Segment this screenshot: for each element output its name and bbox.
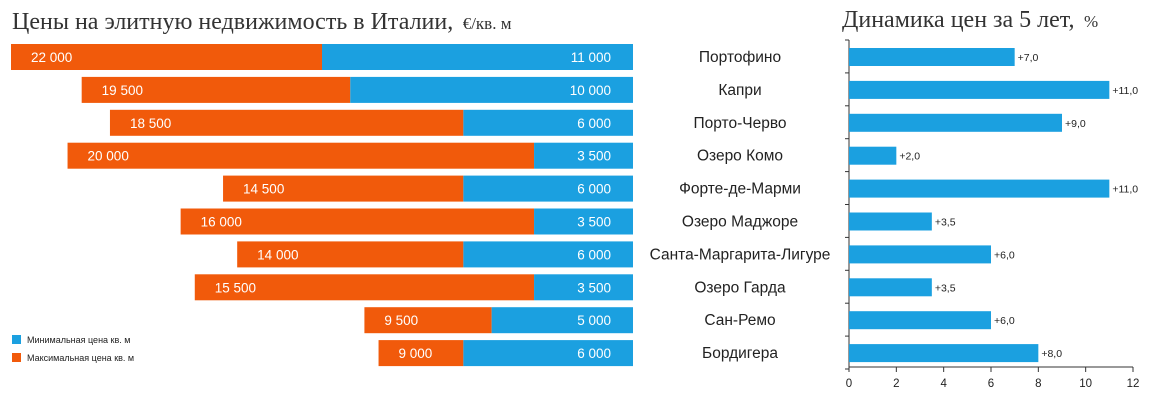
growth-bar (849, 179, 1110, 198)
growth-title-unit: % (1084, 12, 1098, 31)
growth-value-label: +11,0 (1112, 184, 1138, 196)
price-chart-panel: Цены на элитную недвижимость в Италии, €… (11, 9, 633, 367)
max-price-label: 14 500 (243, 182, 284, 197)
max-price-bar (223, 175, 464, 202)
min-price-label: 3 500 (577, 215, 611, 230)
growth-chart-title: Динамика цен за 5 лет, % (842, 7, 1098, 33)
x-tick-label: 0 (846, 378, 852, 390)
city-label: Капри (718, 82, 761, 99)
min-price-label: 6 000 (577, 182, 611, 197)
growth-bar (849, 311, 991, 330)
city-label: Санта-Маргарита-Лигуре (650, 246, 831, 263)
max-price-label: 9 500 (384, 313, 418, 328)
min-price-bar (491, 307, 633, 334)
max-price-bar (109, 109, 464, 136)
x-tick-label: 4 (940, 378, 947, 390)
growth-value-label: +8,0 (1041, 348, 1062, 360)
max-price-bar (364, 307, 492, 334)
max-price-bar (237, 241, 464, 268)
min-price-bar (322, 44, 633, 70)
price-chart-title: Цены на элитную недвижимость в Италии, €… (12, 9, 512, 35)
max-price-label: 20 000 (88, 149, 129, 164)
growth-bar (849, 245, 991, 264)
growth-value-label: +3,5 (935, 282, 956, 294)
growth-value-label: +6,0 (994, 315, 1015, 327)
min-price-bar (534, 274, 633, 301)
price-legend: Минимальная цена кв. м Максимальная цена… (12, 335, 134, 363)
max-price-label: 16 000 (201, 215, 242, 230)
min-price-label: 3 500 (577, 149, 611, 164)
city-label: Портофино (699, 49, 781, 66)
min-price-bar (350, 76, 633, 103)
min-price-label: 10 000 (570, 83, 611, 98)
min-price-label: 6 000 (577, 116, 611, 131)
min-price-bar (534, 142, 633, 169)
growth-title-text: Динамика цен за 5 лет, (842, 7, 1074, 33)
min-price-label: 11 000 (571, 50, 611, 65)
min-price-bar (463, 109, 633, 136)
city-label: Форте-де-Марми (679, 181, 801, 198)
min-price-label: 5 000 (577, 313, 611, 328)
min-price-label: 6 000 (577, 247, 611, 262)
growth-bar (849, 278, 932, 297)
max-price-bar (194, 274, 535, 301)
growth-bar (849, 48, 1015, 66)
growth-value-label: +6,0 (994, 249, 1015, 261)
city-labels: Портофино Капри Порто-Черво Озеро Комо Форте… (650, 49, 831, 362)
city-label: Озеро Маджоре (682, 214, 798, 231)
growth-bar (849, 146, 897, 165)
growth-bar (849, 80, 1110, 99)
price-title-text: Цены на элитную недвижимость в Италии, (12, 9, 453, 35)
max-price-label: 15 500 (215, 280, 256, 295)
growth-value-label: +2,0 (899, 151, 920, 163)
city-label: Озеро Комо (697, 148, 783, 165)
growth-value-label: +3,5 (935, 217, 956, 229)
growth-value-label: +7,0 (1018, 52, 1039, 64)
min-price-label: 3 500 (577, 280, 611, 295)
max-price-bar (11, 44, 322, 70)
max-price-label: 19 500 (102, 83, 143, 98)
city-label: Порто-Черво (694, 115, 787, 132)
min-price-bar (463, 175, 633, 202)
max-price-bar (378, 340, 464, 367)
price-bars: 22 000 11 000 19 500 10 000 18 500 6 000 20 00… (11, 44, 633, 367)
growth-bar (849, 344, 1039, 363)
growth-chart-panel: Динамика цен за 5 лет, % 0 2 4 6 8 10 12 +7,0+… (842, 7, 1139, 390)
max-price-label: 18 500 (130, 116, 171, 131)
min-price-bar (463, 340, 633, 367)
legend-max-swatch (12, 353, 21, 362)
max-price-bar (81, 76, 351, 103)
growth-bar (849, 113, 1062, 132)
price-title-unit: €/кв. м (463, 14, 512, 33)
max-price-bar (67, 142, 535, 169)
x-tick-label: 8 (1035, 378, 1041, 390)
growth-value-label: +11,0 (1112, 85, 1138, 97)
max-price-bar (180, 208, 535, 235)
x-tick-label: 2 (893, 378, 899, 390)
growth-value-label: +9,0 (1065, 118, 1086, 130)
growth-bar (849, 212, 932, 231)
min-price-label: 6 000 (577, 346, 611, 361)
city-label: Озеро Гарда (694, 279, 786, 296)
max-price-label: 9 000 (399, 346, 433, 361)
x-tick-label: 10 (1079, 378, 1092, 390)
legend-min-swatch (12, 335, 21, 344)
x-tick-label: 12 (1127, 378, 1140, 390)
growth-bars: +7,0 +11,0 +9,0 +2,0 +11,0 +3,5 +6,0 +3,5 +6,0 +8… (849, 48, 1138, 363)
x-tick-label: 6 (988, 378, 994, 390)
min-price-bar (534, 208, 633, 235)
max-price-label: 22 000 (31, 50, 72, 65)
min-price-bar (463, 241, 633, 268)
city-label: Бордигера (702, 345, 778, 362)
legend-min-label: Минимальная цена кв. м (27, 335, 130, 345)
legend-max-label: Максимальная цена кв. м (27, 353, 134, 363)
city-label: Сан-Ремо (704, 312, 775, 329)
max-price-label: 14 000 (257, 247, 298, 262)
